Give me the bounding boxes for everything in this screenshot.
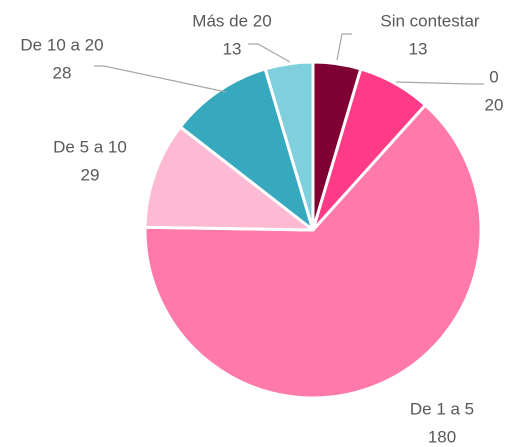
- slice-value: 180: [428, 427, 456, 446]
- slice-label: De 5 a 10: [53, 137, 127, 156]
- slice-value: 20: [485, 95, 504, 114]
- leader-line: [395, 81, 484, 85]
- slice-label: 0: [489, 67, 498, 86]
- leader-line: [336, 33, 352, 61]
- leader-line: [248, 43, 291, 63]
- slice-label: Sin contestar: [380, 11, 480, 30]
- pie-slice: [263, 60, 315, 232]
- slice-label: Más de 20: [192, 11, 271, 30]
- pie-slice: [143, 125, 315, 232]
- slice-value: 13: [409, 39, 428, 58]
- slice-label: De 1 a 5: [410, 399, 474, 418]
- slice-value: 13: [223, 39, 242, 58]
- leader-line: [94, 65, 227, 93]
- slice-value: 29: [81, 165, 100, 184]
- slice-value: 28: [53, 63, 72, 82]
- pie-slice: [178, 67, 315, 232]
- pie-slice: [143, 103, 483, 400]
- slice-label: De 10 a 20: [20, 35, 103, 54]
